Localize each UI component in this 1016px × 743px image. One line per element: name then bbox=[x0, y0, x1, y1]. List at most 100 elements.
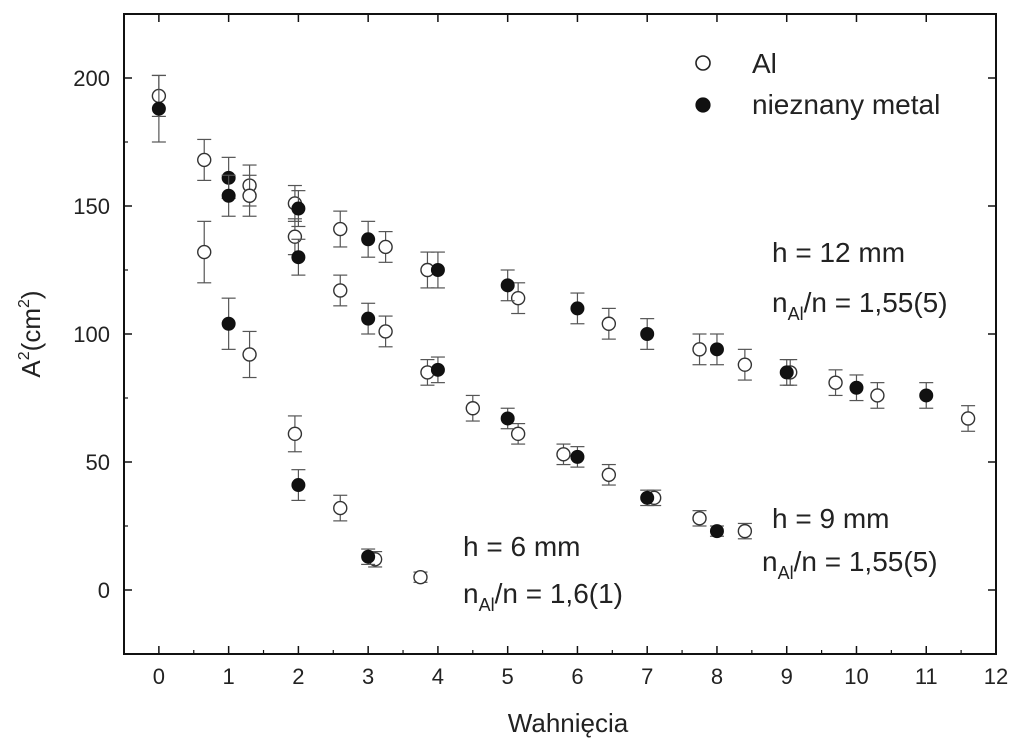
x-tick-label: 1 bbox=[223, 664, 235, 689]
data-point-filled bbox=[849, 380, 864, 395]
annotation-h9-line2: nAl/n = 1,55(5) bbox=[762, 546, 938, 583]
data-point-filled bbox=[361, 549, 376, 564]
x-tick-label: 9 bbox=[781, 664, 793, 689]
x-tick-label: 3 bbox=[362, 664, 374, 689]
annotation-h6-sub: Al bbox=[479, 595, 495, 615]
y-axis-title-sup2: 2 bbox=[16, 299, 33, 308]
data-point-open bbox=[333, 283, 348, 298]
y-tick-label: 50 bbox=[86, 450, 110, 475]
data-point-open bbox=[197, 152, 212, 168]
data-point-open bbox=[378, 239, 393, 255]
data-point-open bbox=[510, 426, 526, 442]
data-point-open bbox=[333, 500, 348, 516]
y-axis-title-sup: 2 bbox=[16, 351, 33, 360]
x-tick-label: 0 bbox=[153, 664, 165, 689]
y-tick-label: 100 bbox=[73, 322, 110, 347]
x-tick-label: 10 bbox=[844, 664, 868, 689]
annotation-h12-line1: h = 12 mm bbox=[772, 237, 905, 268]
data-point-filled bbox=[570, 301, 585, 316]
data-point-open bbox=[242, 188, 257, 203]
x-tick-label: 8 bbox=[711, 664, 723, 689]
data-series bbox=[151, 74, 976, 585]
data-point-filled bbox=[500, 411, 515, 426]
annotation-h12-sub: Al bbox=[788, 304, 804, 324]
data-point-filled bbox=[640, 490, 655, 505]
data-point-open bbox=[870, 388, 885, 403]
data-point-filled bbox=[430, 263, 445, 277]
x-axis-title: Wahnięcia bbox=[508, 708, 629, 738]
data-point-open bbox=[692, 342, 707, 357]
data-point-open bbox=[333, 221, 348, 237]
annotation-h12-line2: nAl/n = 1,55(5) bbox=[772, 287, 948, 324]
legend: Al nieznany metal bbox=[695, 48, 940, 120]
data-point-filled bbox=[361, 232, 376, 247]
data-point-open bbox=[413, 570, 428, 585]
annotation-h12-rest: /n = 1,55(5) bbox=[804, 287, 948, 318]
y-axis-title-rest: (cm bbox=[16, 308, 46, 351]
annotation-h6-n: n bbox=[463, 578, 479, 609]
x-tick-label: 7 bbox=[641, 664, 653, 689]
annotation-h6-line1: h = 6 mm bbox=[463, 531, 580, 562]
x-tick-label: 4 bbox=[432, 664, 444, 689]
data-point-filled bbox=[709, 342, 724, 357]
y-axis-title-close: ) bbox=[16, 290, 46, 299]
series-nieznany-metal bbox=[151, 74, 934, 566]
data-point-open bbox=[737, 523, 753, 539]
data-point-open bbox=[692, 511, 707, 526]
y-axis-title: A2(cm2) bbox=[16, 290, 46, 377]
x-tick-label: 6 bbox=[571, 664, 583, 689]
legend-label-unknown-metal: nieznany metal bbox=[752, 89, 940, 120]
annotation-h6-line2: nAl/n = 1,6(1) bbox=[463, 578, 623, 615]
y-tick-label: 0 bbox=[98, 578, 110, 603]
data-point-open bbox=[737, 357, 753, 372]
annotation-h9-n: n bbox=[762, 546, 778, 577]
annotation-h9-sub: Al bbox=[778, 563, 794, 583]
legend-marker-filled bbox=[695, 97, 711, 113]
legend-marker-open bbox=[695, 55, 711, 71]
data-point-open bbox=[960, 411, 976, 426]
x-tick-label: 11 bbox=[915, 664, 938, 689]
data-point-open bbox=[465, 401, 480, 416]
y-tick-label: 150 bbox=[73, 194, 110, 219]
data-point-filled bbox=[151, 101, 166, 116]
data-point-filled bbox=[430, 362, 445, 377]
data-point-filled bbox=[291, 250, 306, 265]
annotation-h6-rest: /n = 1,6(1) bbox=[495, 578, 623, 609]
x-tick-label: 12 bbox=[984, 664, 1008, 689]
x-tick-label: 2 bbox=[292, 664, 304, 689]
data-point-open bbox=[242, 347, 257, 362]
y-axis-title-base: A bbox=[16, 360, 46, 378]
data-point-open bbox=[378, 324, 393, 339]
data-point-open bbox=[510, 290, 526, 306]
data-point-filled bbox=[221, 316, 236, 331]
annotation-h12-n: n bbox=[772, 287, 788, 318]
data-point-open bbox=[601, 467, 617, 482]
data-point-open bbox=[287, 229, 303, 244]
data-point-filled bbox=[361, 311, 376, 326]
data-point-filled bbox=[500, 278, 515, 293]
data-point-open bbox=[197, 244, 212, 260]
annotation-h12: h = 12 mm nAl/n = 1,55(5) bbox=[772, 237, 948, 324]
y-tick-label: 200 bbox=[73, 66, 110, 91]
y-axis-ticks: 0 50 100 150 200 bbox=[73, 13, 996, 655]
annotation-h6: h = 6 mm nAl/n = 1,6(1) bbox=[463, 531, 623, 615]
data-point-filled bbox=[709, 524, 724, 539]
data-point-filled bbox=[570, 449, 585, 464]
x-tick-label: 5 bbox=[502, 664, 514, 689]
data-point-open bbox=[828, 375, 843, 390]
legend-label-al: Al bbox=[752, 48, 777, 79]
data-point-filled bbox=[291, 478, 306, 493]
data-point-filled bbox=[779, 365, 794, 380]
data-point-filled bbox=[919, 388, 934, 403]
data-point-filled bbox=[221, 188, 236, 203]
data-point-filled bbox=[291, 201, 306, 216]
data-point-open bbox=[287, 426, 303, 442]
data-point-open bbox=[556, 447, 571, 462]
annotation-h9-line1: h = 9 mm bbox=[772, 503, 889, 534]
data-point-open bbox=[601, 316, 617, 331]
annotation-h9-rest: /n = 1,55(5) bbox=[794, 546, 938, 577]
data-point-filled bbox=[640, 327, 655, 341]
x-axis-ticks: 0 1 2 3 4 5 6 7 8 9 10 11 12 bbox=[153, 14, 1008, 689]
annotation-h9: h = 9 mm nAl/n = 1,55(5) bbox=[762, 503, 938, 583]
